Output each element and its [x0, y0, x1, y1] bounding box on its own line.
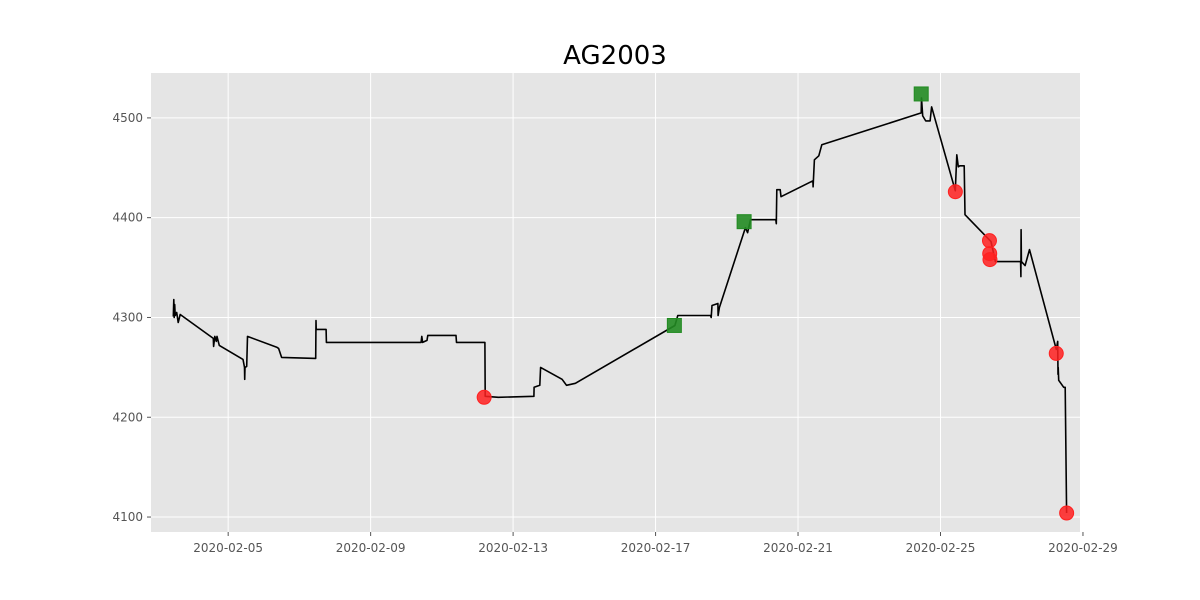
- price-line-series: [172, 97, 1068, 514]
- x-tick-label: 2020-02-13: [478, 541, 548, 555]
- x-axis: 2020-02-05 2020-02-09 2020-02-13 2020-02-17…: [193, 532, 1118, 555]
- sell-marker: [1059, 505, 1075, 521]
- sell-marker: [981, 233, 997, 249]
- buy-marker: [666, 317, 682, 333]
- x-tick-label: 2020-02-29: [1048, 541, 1118, 555]
- y-tick-label: 4400: [112, 211, 143, 225]
- buy-marker: [736, 214, 752, 230]
- sell-marker: [947, 184, 963, 200]
- y-tick-label: 4500: [112, 111, 143, 125]
- y-tick-label: 4200: [112, 410, 143, 424]
- chart-title: AG2003: [563, 41, 667, 71]
- x-tick-label: 2020-02-09: [336, 541, 406, 555]
- grid: [151, 73, 1084, 532]
- sell-marker: [1048, 345, 1064, 361]
- sell-marker: [476, 389, 492, 405]
- plot-area: [151, 73, 1080, 532]
- x-tick-label: 2020-02-17: [621, 541, 691, 555]
- x-tick-label: 2020-02-05: [193, 541, 263, 555]
- y-tick-label: 4300: [112, 310, 143, 324]
- sell-marker: [982, 252, 998, 268]
- y-axis: 4100 4200 4300 4400 4500: [112, 111, 151, 524]
- series-layer: [172, 97, 1068, 514]
- x-tick-label: 2020-02-25: [906, 541, 976, 555]
- marker-layer: [476, 86, 1075, 521]
- x-tick-label: 2020-02-21: [763, 541, 833, 555]
- y-tick-label: 4100: [112, 510, 143, 524]
- buy-marker: [913, 86, 929, 102]
